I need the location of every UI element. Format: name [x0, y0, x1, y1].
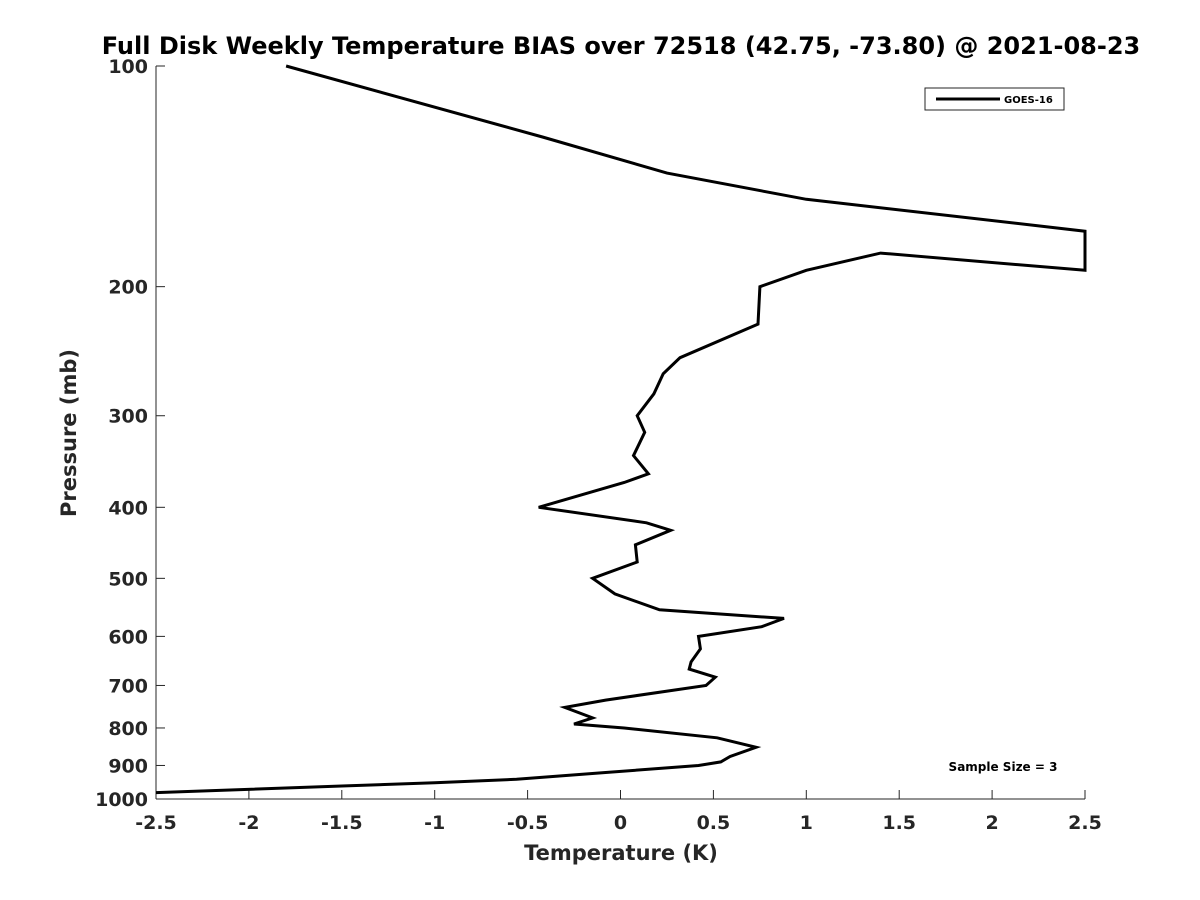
- x-tick-label: 0: [614, 812, 627, 834]
- x-tick-label: -2: [238, 812, 259, 834]
- series-layer: [155, 64, 1087, 795]
- x-tick-label: 0.5: [697, 812, 731, 834]
- x-tick-label: 2.5: [1068, 812, 1102, 834]
- x-axis-ticks: -2.5 -2 -1.5 -1 -0.5 0 0.5 1 1.5 2 2.5: [135, 790, 1102, 834]
- y-tick-label: 400: [108, 497, 148, 519]
- x-tick-label: 1.5: [882, 812, 916, 834]
- y-tick-label: 700: [108, 675, 148, 697]
- x-tick-label: -1: [424, 812, 445, 834]
- chart-title: Full Disk Weekly Temperature BIAS over 7…: [102, 32, 1141, 60]
- y-tick-label: 800: [108, 718, 148, 740]
- series-line-goes-16: [155, 64, 1087, 795]
- x-tick-label: -2.5: [135, 812, 177, 834]
- y-axis-ticks: 100 200 300 400 500 600 700 800 900 1000: [95, 56, 165, 811]
- y-tick-label: 200: [108, 277, 148, 299]
- x-tick-label: 1: [800, 812, 813, 834]
- plot-area: -2.5 -2 -1.5 -1 -0.5 0 0.5 1 1.5 2 2.5 100 200 300 40…: [95, 56, 1102, 834]
- x-axis-label: Temperature (K): [524, 841, 718, 865]
- legend-entry-label: GOES-16: [1004, 95, 1053, 106]
- y-tick-label: 100: [108, 56, 148, 78]
- y-tick-label: 600: [108, 626, 148, 648]
- sample-size-annotation: Sample Size = 3: [949, 760, 1058, 774]
- legend: GOES-16: [924, 87, 1065, 111]
- x-tick-label: -0.5: [507, 812, 549, 834]
- x-tick-label: -1.5: [321, 812, 363, 834]
- x-tick-label: 2: [985, 812, 998, 834]
- y-tick-label: 900: [108, 755, 148, 777]
- y-tick-label: 300: [108, 406, 148, 428]
- y-tick-label: 500: [108, 568, 148, 590]
- y-axis-label: Pressure (mb): [57, 349, 81, 517]
- y-tick-label: 1000: [95, 789, 148, 811]
